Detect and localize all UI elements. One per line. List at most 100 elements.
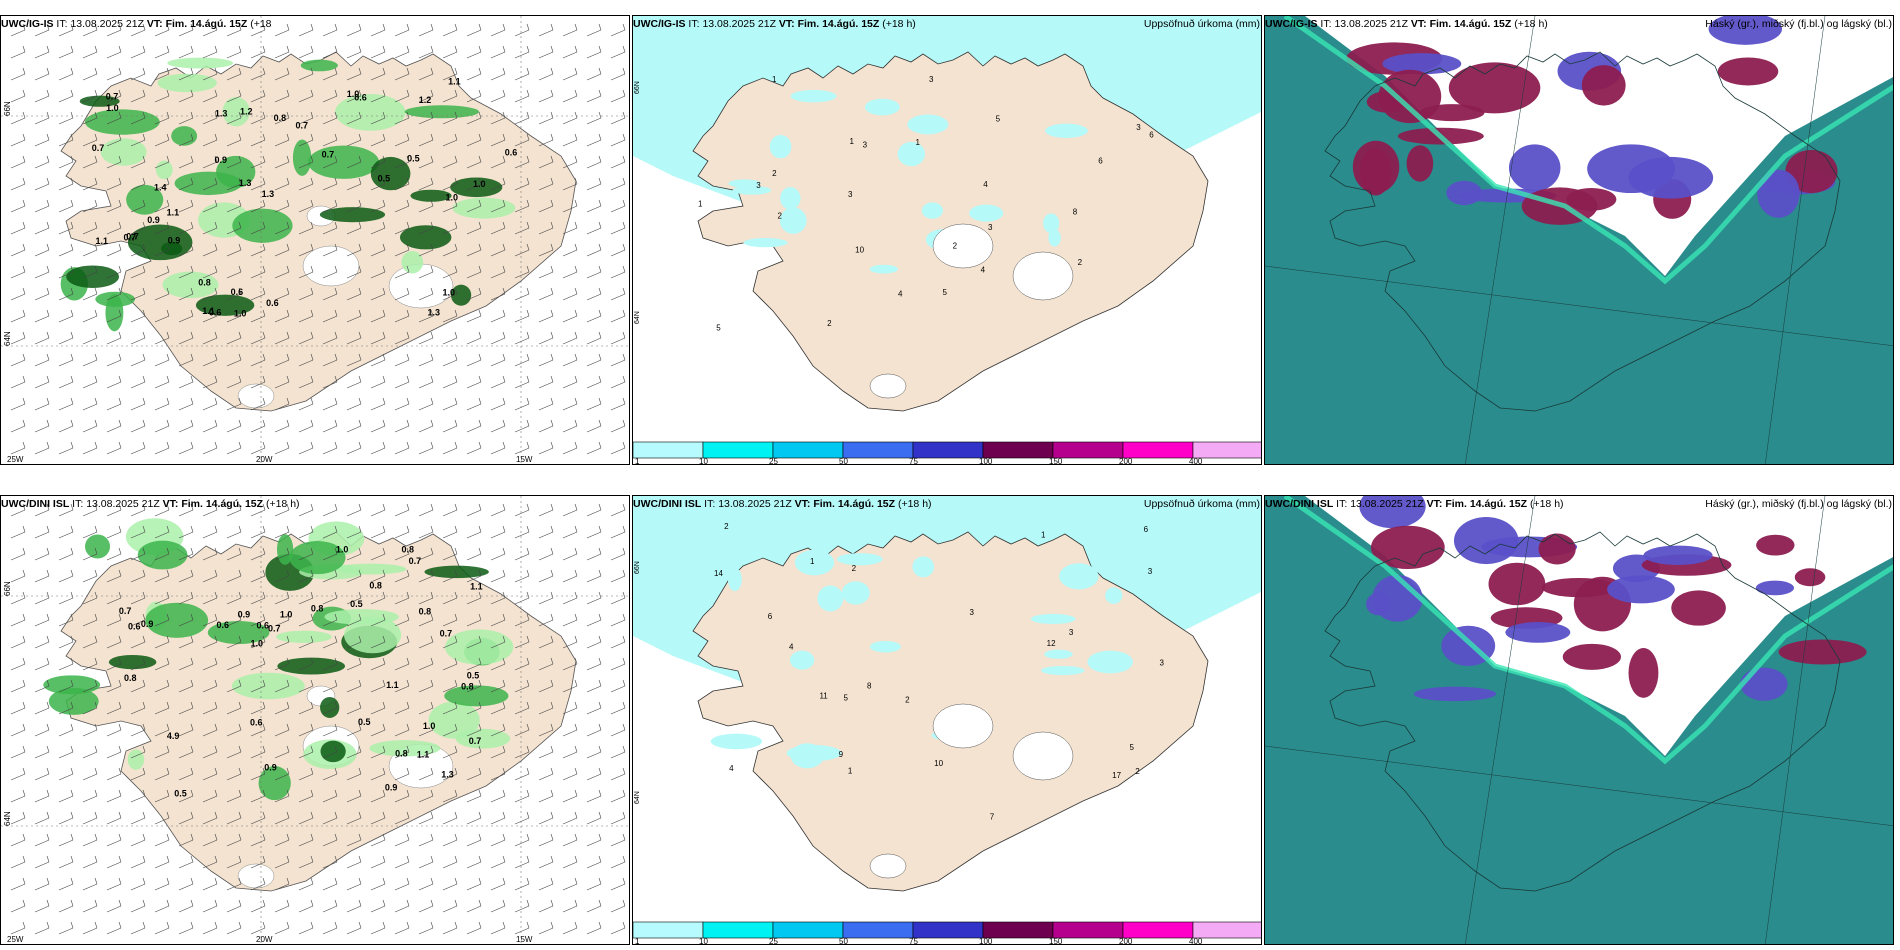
wind-barb xyxy=(346,441,362,455)
wind-barb xyxy=(130,635,146,649)
wind-barb xyxy=(322,375,338,389)
wind-barb xyxy=(106,265,122,279)
wind-barb xyxy=(466,701,482,715)
wind-barb xyxy=(538,569,554,583)
wind-barb xyxy=(322,309,338,323)
wind-barb xyxy=(586,67,602,81)
lat-label: 66N xyxy=(634,561,641,574)
precip-cell xyxy=(369,740,441,757)
wind-barb xyxy=(538,23,554,37)
wind-barb xyxy=(538,155,554,169)
precip-cell xyxy=(276,630,332,643)
wind-barb xyxy=(514,701,530,715)
wind-barb xyxy=(394,199,410,213)
cloud-cell xyxy=(1370,525,1445,570)
wind-barb xyxy=(370,789,386,803)
wind-barb xyxy=(58,679,74,693)
wind-barb xyxy=(610,789,626,803)
wind-barb xyxy=(370,877,386,891)
accum-value: 4 xyxy=(981,265,986,274)
precip-cell xyxy=(162,271,219,299)
wind-barb xyxy=(10,67,26,81)
wind-barb xyxy=(154,613,170,627)
wind-barb xyxy=(82,525,98,539)
wind-barb xyxy=(490,375,506,389)
wind-barb xyxy=(250,419,266,433)
precip-value: 0.6 xyxy=(354,93,367,103)
wind-barb xyxy=(178,899,194,913)
wind-barb xyxy=(418,265,434,279)
precip-cell xyxy=(84,109,160,135)
wind-barb xyxy=(106,133,122,147)
wind-barb xyxy=(586,745,602,759)
wind-barb xyxy=(322,877,338,891)
wind-barb xyxy=(178,375,194,389)
wind-barb xyxy=(82,723,98,737)
wind-barb xyxy=(106,45,122,59)
panel-product-title: Háský (gr.), miðský (fj.bl.) og lágský (… xyxy=(1705,498,1892,510)
wind-barb xyxy=(610,921,626,935)
wind-barb xyxy=(34,265,50,279)
wind-barb xyxy=(418,177,434,191)
wind-barb xyxy=(442,657,458,671)
wind-barb xyxy=(250,67,266,81)
wind-barb xyxy=(274,265,290,279)
wind-barb xyxy=(562,701,578,715)
wind-barb xyxy=(202,23,218,37)
wind-barb xyxy=(514,591,530,605)
wind-barb xyxy=(82,155,98,169)
wind-barb xyxy=(370,221,386,235)
wind-barb xyxy=(10,353,26,367)
wind-barb xyxy=(586,547,602,561)
wind-barb xyxy=(514,811,530,825)
wind-barb xyxy=(202,503,218,517)
wind-barb xyxy=(274,811,290,825)
precip-value: 1.0 xyxy=(442,287,455,297)
wind-barb xyxy=(82,265,98,279)
wind-barb xyxy=(154,811,170,825)
wind-barb xyxy=(154,155,170,169)
wind-barb xyxy=(346,419,362,433)
wind-barb xyxy=(442,133,458,147)
grid-line xyxy=(1465,496,1536,944)
wind-barb xyxy=(538,833,554,847)
wind-barb xyxy=(490,243,506,257)
wind-barb xyxy=(130,503,146,517)
wind-barb xyxy=(490,591,506,605)
cloud-cell xyxy=(1628,647,1659,698)
wind-barb xyxy=(250,177,266,191)
wind-barb xyxy=(370,591,386,605)
wind-barb xyxy=(418,877,434,891)
wind-barb xyxy=(202,657,218,671)
wind-barb xyxy=(586,441,602,455)
cloud-cell xyxy=(1643,545,1713,566)
wind-barb xyxy=(178,243,194,257)
wind-barb xyxy=(514,45,530,59)
wind-barb xyxy=(418,613,434,627)
wind-barb xyxy=(490,789,506,803)
wind-barb xyxy=(346,503,362,517)
wind-barb xyxy=(154,111,170,125)
wind-barb xyxy=(106,657,122,671)
wind-barb xyxy=(298,723,314,737)
wind-barb xyxy=(346,67,362,81)
wind-barb xyxy=(562,503,578,517)
wind-barb xyxy=(82,221,98,235)
wind-barb xyxy=(106,899,122,913)
wind-barb xyxy=(610,309,626,323)
wind-barb xyxy=(58,723,74,737)
precip-value: 4.9 xyxy=(167,731,180,741)
wind-barb xyxy=(418,811,434,825)
precip-cell xyxy=(231,672,305,700)
wind-barb xyxy=(34,199,50,213)
wind-barb xyxy=(322,287,338,301)
wind-barb xyxy=(298,375,314,389)
wind-barb xyxy=(418,111,434,125)
wind-barb xyxy=(250,287,266,301)
wind-barb xyxy=(418,45,434,59)
wind-barb xyxy=(466,525,482,539)
wind-barb xyxy=(610,591,626,605)
wind-barb xyxy=(178,613,194,627)
accum-value: 7 xyxy=(990,813,995,822)
wind-barb xyxy=(586,591,602,605)
